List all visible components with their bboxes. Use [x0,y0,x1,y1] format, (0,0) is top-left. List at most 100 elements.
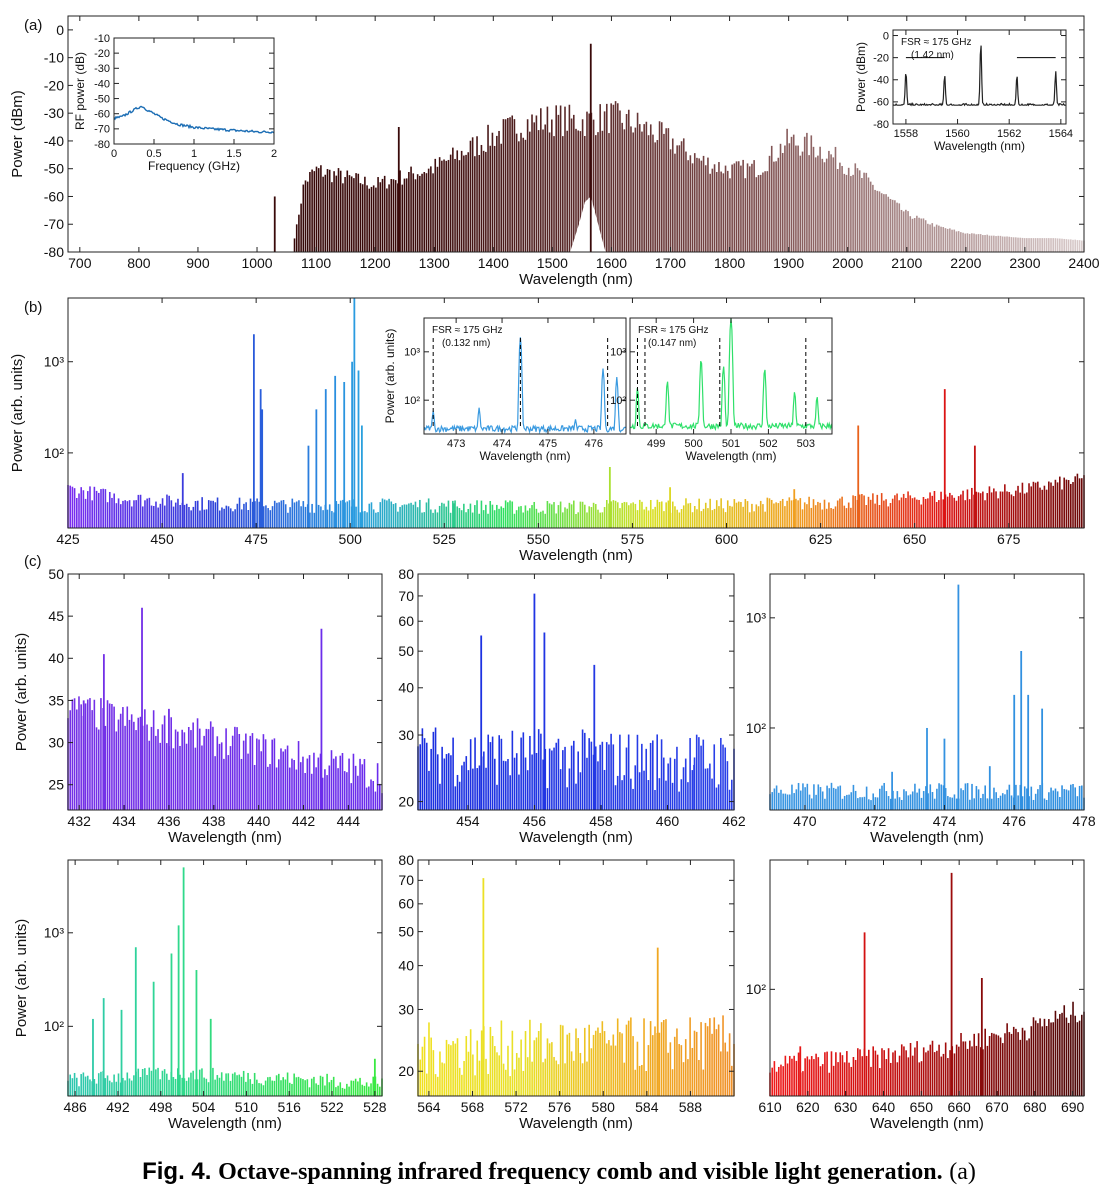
y-tick-label: 20 [398,1063,414,1079]
x-tick-label: 434 [112,813,136,829]
chart-b: 425 450 475 500 525 550 575 600 625 650 675 10² 10³ W… [9,297,1085,564]
y-tick-label: 45 [48,608,64,624]
y-tick-label: -30 [94,63,110,75]
x-tick-label: 440 [247,813,271,829]
y-tick-label: 10² [404,395,420,407]
x-tick-label: 1400 [478,255,509,271]
x-tick-label: 522 [320,1099,344,1115]
y-tick-label: 10³ [404,347,420,359]
x-tick-label: 800 [127,255,151,271]
x-tick-label: 1300 [419,255,450,271]
x-tick-label: 476 [585,438,603,450]
x-axis-label: Wavelength (nm) [168,1115,282,1132]
x-tick-label: 1564 [1049,128,1073,140]
y-tick-label: -70 [44,216,64,232]
y-tick-label: -60 [44,188,64,204]
plot-frame [67,573,383,811]
rf-spectrum-curve [113,105,275,134]
fsr-annotation: FSR ≈ 175 GHz [432,325,503,336]
x-tick-label: 478 [1072,813,1096,829]
x-tick-label: 588 [679,1099,703,1115]
x-tick-label: 504 [192,1099,216,1115]
plot-frame [769,573,1085,811]
x-axis-label: Wavelength (nm) [934,139,1025,153]
x-tick-label: 432 [68,813,92,829]
x-tick-label: 472 [863,813,887,829]
y-tick-label: 80 [398,852,414,868]
x-tick-label: 516 [278,1099,302,1115]
x-axis-label: Wavelength (nm) [480,449,571,463]
x-tick-label: 564 [417,1099,441,1115]
y-tick-label: -80 [873,119,889,131]
x-tick-label: 425 [56,531,80,547]
fsr-annotation: FSR ≈ 175 GHz [638,325,709,336]
x-tick-label: 0.5 [146,148,161,160]
x-tick-label: 528 [363,1099,387,1115]
x-tick-label: 670 [985,1099,1009,1115]
x-tick-label: 1700 [655,255,686,271]
y-tick-label: 10² [44,1018,65,1034]
x-tick-label: 492 [106,1099,130,1115]
x-tick-label: 1560 [945,128,969,140]
fsr-annotation-nm: (0.132 nm) [442,338,490,349]
y-tick-label: 70 [398,872,414,888]
x-tick-label: 486 [63,1099,87,1115]
y-tick-label: -60 [873,97,889,109]
chart-c3: 470 472 474 476 478 10² 10³ Wavelength (nm) [746,573,1096,846]
x-axis-label: Wavelength (nm) [168,829,282,846]
x-tick-label: 454 [456,813,480,829]
y-tick-label: 10³ [746,610,767,626]
y-tick-label: -70 [94,124,110,136]
plot-frame [892,29,1067,125]
y-axis-label: Power (dBm) [9,90,26,178]
x-tick-label: 473 [447,438,465,450]
pump-region [570,196,606,252]
x-axis-label: Wavelength (nm) [519,1115,633,1132]
plot-frame [67,15,1085,253]
y-tick-label: -10 [94,33,110,45]
x-tick-label: 625 [809,531,833,547]
x-tick-label: 630 [834,1099,858,1115]
x-tick-label: 442 [292,813,316,829]
inset-a-rf: 0 0.5 1 1.5 2 -80 -70 -60 -50 -40 -30 -20 -10 Frequen… [73,33,277,173]
x-tick-label: 610 [758,1099,782,1115]
plot-frame [769,859,1085,1097]
y-tick-label: -80 [44,244,64,260]
y-tick-label: 20 [398,793,414,809]
x-tick-label: 436 [157,813,181,829]
y-tick-label: 10³ [44,925,65,941]
x-tick-label: 475 [539,438,557,450]
x-tick-label: 580 [592,1099,616,1115]
x-tick-label: 1562 [997,128,1021,140]
y-tick-label: -40 [873,75,889,87]
x-tick-label: 1.5 [226,148,241,160]
y-axis-label: Power (arb. units) [383,329,397,424]
comb-curve [892,45,1066,107]
caption-tail: (a) [949,1159,976,1185]
y-tick-label: -50 [44,161,64,177]
y-tick-label: 50 [48,566,64,582]
x-tick-label: 1000 [241,255,272,271]
chart-c2: 454 456 458 460 462 20 30 40 50 60 70 80 Wavelength … [398,566,745,846]
x-tick-label: 1600 [596,255,627,271]
inset-a-comb: 1558 1560 1562 1564 -80 -60 -40 -20 0 Wavelength … [854,29,1073,153]
x-tick-label: 474 [933,813,957,829]
y-tick-label: 0 [883,30,889,42]
x-tick-label: 568 [461,1099,485,1115]
x-tick-label: 503 [797,438,815,450]
x-tick-label: 675 [997,531,1021,547]
plot-frame [423,317,627,435]
y-axis-label: Power (arb. units) [13,633,30,751]
fsr-annotation: FSR ≈ 175 GHz [901,37,972,48]
x-tick-label: 510 [235,1099,259,1115]
x-tick-label: 660 [947,1099,971,1115]
x-tick-label: 700 [68,255,92,271]
chart-a: 700 800 900 1000 1100 1200 1300 1400 1500 1600 170… [9,15,1100,288]
x-tick-label: 438 [202,813,226,829]
x-tick-label: 498 [149,1099,173,1115]
inset-b-1: 473 474 475 476 10² 10³ Wavelength (nm) Power (… [383,317,627,463]
x-tick-label: 444 [337,813,361,829]
y-tick-label: -40 [44,133,64,149]
x-tick-label: 2300 [1009,255,1040,271]
x-tick-label: 450 [150,531,174,547]
